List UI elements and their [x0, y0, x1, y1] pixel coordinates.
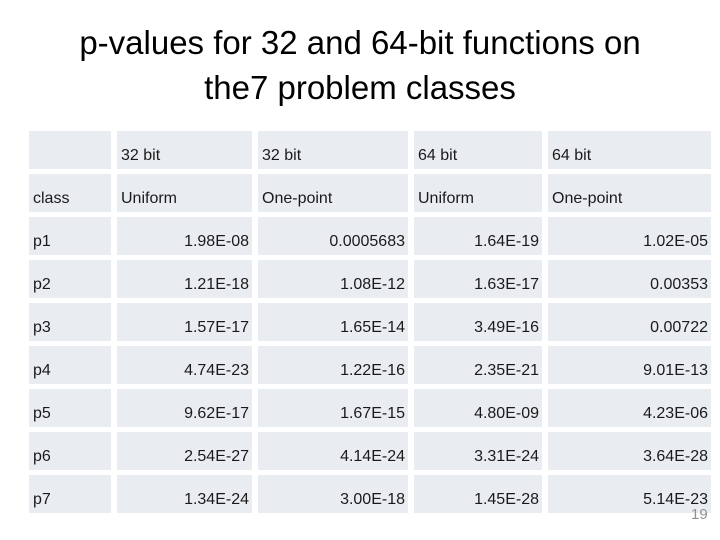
header-cell-32bit-b: 32 bit: [258, 131, 408, 169]
table-cell: 5.14E-23: [548, 475, 711, 513]
table-cell: 9.01E-13: [548, 346, 711, 384]
table-cell: 3.49E-16: [414, 303, 542, 341]
row-label: p5: [29, 389, 111, 427]
table-cell: 1.22E-16: [258, 346, 408, 384]
table-cell: 2.35E-21: [414, 346, 542, 384]
header-cell-class: class: [29, 174, 111, 212]
row-label: p6: [29, 432, 111, 470]
table-cell: 1.02E-05: [548, 217, 711, 255]
header-cell-onepoint-32: One-point: [258, 174, 408, 212]
header-cell-onepoint-64: One-point: [548, 174, 711, 212]
table-cell: 1.64E-19: [414, 217, 542, 255]
table-cell: 1.08E-12: [258, 260, 408, 298]
table-cell: 4.80E-09: [414, 389, 542, 427]
header-cell-blank: [29, 131, 111, 169]
table-cell: 0.0005683: [258, 217, 408, 255]
table-cell: 1.21E-18: [117, 260, 252, 298]
slide-title-line1: p-values for 32 and 64-bit functions on: [79, 24, 641, 61]
p-values-table: 32 bit 32 bit 64 bit 64 bit class Unifor…: [29, 131, 711, 513]
table-cell: 4.74E-23: [117, 346, 252, 384]
row-label: p7: [29, 475, 111, 513]
table-cell: 1.98E-08: [117, 217, 252, 255]
header-cell-64bit-b: 64 bit: [548, 131, 711, 169]
table-cell: 2.54E-27: [117, 432, 252, 470]
page-number: 19: [691, 506, 708, 523]
row-label: p4: [29, 346, 111, 384]
table-cell: 1.65E-14: [258, 303, 408, 341]
table-cell: 1.67E-15: [258, 389, 408, 427]
table-cell: 4.23E-06: [548, 389, 711, 427]
table-cell: 0.00353: [548, 260, 711, 298]
header-cell-uniform-64: Uniform: [414, 174, 542, 212]
table-cell: 3.64E-28: [548, 432, 711, 470]
row-label: p2: [29, 260, 111, 298]
header-cell-64bit-a: 64 bit: [414, 131, 542, 169]
table-cell: 1.57E-17: [117, 303, 252, 341]
slide-title: p-values for 32 and 64-bit functions on …: [0, 20, 720, 110]
row-label: p3: [29, 303, 111, 341]
header-cell-uniform-32: Uniform: [117, 174, 252, 212]
table-cell: 1.63E-17: [414, 260, 542, 298]
table-cell: 1.34E-24: [117, 475, 252, 513]
table-cell: 0.00722: [548, 303, 711, 341]
slide-title-line2: the7 problem classes: [204, 69, 516, 106]
header-cell-32bit-a: 32 bit: [117, 131, 252, 169]
table-cell: 1.45E-28: [414, 475, 542, 513]
table-cell: 3.00E-18: [258, 475, 408, 513]
table-cell: 3.31E-24: [414, 432, 542, 470]
table-cell: 4.14E-24: [258, 432, 408, 470]
table-cell: 9.62E-17: [117, 389, 252, 427]
row-label: p1: [29, 217, 111, 255]
